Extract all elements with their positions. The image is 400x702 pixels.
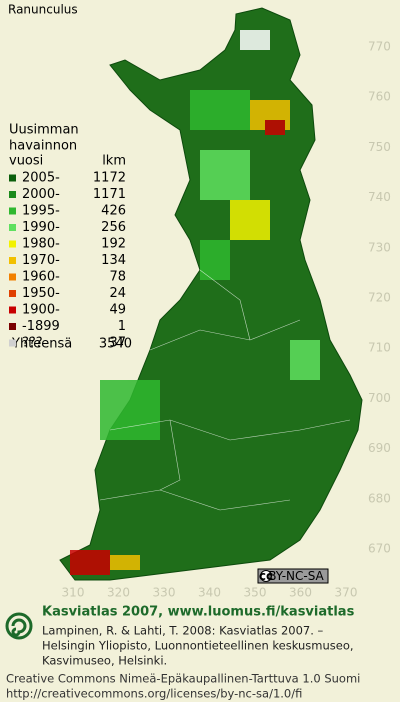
legend-label: 1900-: [22, 303, 60, 318]
legend-label: 2000-: [22, 187, 60, 202]
y-grid-label: 670: [368, 542, 391, 556]
license-text: Creative Commons Nimeä-Epäkaupallinen-Ta…: [6, 672, 360, 686]
y-grid-label: 760: [368, 90, 391, 104]
y-grid-label: 740: [368, 190, 391, 204]
legend-count: 1172: [93, 171, 126, 186]
legend-count: 134: [101, 253, 126, 268]
y-grid-label: 710: [368, 341, 391, 355]
x-grid-label: 330: [153, 586, 176, 600]
legend-swatch: [9, 191, 16, 198]
x-grid-label: 350: [244, 586, 267, 600]
legend-swatch: [9, 240, 16, 248]
legend-label: 1960-: [22, 270, 60, 285]
legend-label: 1995-: [22, 204, 60, 219]
y-grid-label: 730: [368, 240, 391, 254]
citation: Helsingin Yliopisto, Luonnontieteellinen…: [42, 639, 354, 653]
license-url: http://creativecommons.org/licenses/by-n…: [6, 687, 302, 701]
x-grid-label: 370: [335, 586, 358, 600]
legend-swatch: [9, 323, 16, 330]
x-grid-label: 340: [198, 586, 221, 600]
legend-label: 1950-: [22, 286, 60, 301]
citation: Lampinen, R. & Lahti, T. 2008: Kasviatla…: [42, 624, 324, 638]
license-badge: cc BY-NC-SA: [257, 568, 329, 584]
legend-swatch: [9, 257, 16, 264]
legend-heading: havainnon: [9, 139, 77, 154]
y-grid-label: 680: [368, 491, 391, 505]
legend-swatch: [9, 174, 16, 182]
citation: Kasvimuseo, Helsinki.: [42, 654, 167, 668]
legend-swatch: [9, 306, 16, 314]
site-title: Kasviatlas 2007, www.luomus.fi/kasviatla…: [42, 605, 355, 620]
legend-swatch: [9, 273, 16, 281]
y-grid-label: 750: [368, 140, 391, 154]
legend-label: 1980-: [22, 237, 60, 252]
x-grid-label: 310: [62, 586, 85, 600]
legend-count: 24: [109, 286, 126, 301]
legend-total-label: Yhteensä: [11, 337, 72, 352]
legend-label: ???: [22, 336, 43, 351]
legend-label: 2005-: [22, 171, 60, 186]
badge-cc: cc: [259, 569, 273, 583]
observation-patches: [70, 30, 320, 575]
legend-count: 192: [101, 237, 126, 252]
legend-column: lkm: [102, 154, 126, 169]
y-grid-label: 700: [368, 391, 391, 405]
legend-heading: Uusimman: [9, 123, 79, 138]
legend-swatch: [9, 339, 16, 347]
legend-count: 78: [109, 270, 126, 285]
legend-label: 1970-: [22, 253, 60, 268]
x-grid-label: 320: [107, 586, 130, 600]
legend-swatch: [9, 207, 16, 215]
badge-text: BY-NC-SA: [268, 569, 324, 583]
legend-count: 49: [109, 303, 126, 318]
legend-label: 1990-: [22, 220, 60, 235]
region-borders: [99, 269, 351, 511]
logo: [5, 612, 33, 640]
x-grid-label: 360: [289, 586, 312, 600]
map-title: Ranunculus: [8, 3, 78, 17]
finland-map: [59, 7, 363, 581]
legend-swatch: [9, 224, 16, 231]
legend-count: 426: [101, 204, 126, 219]
y-grid-label: 690: [368, 441, 391, 455]
legend-count: 1: [118, 319, 126, 334]
y-grid-label: 770: [368, 40, 391, 54]
legend-swatch: [9, 290, 16, 297]
y-grid-label: 720: [368, 291, 391, 305]
legend-total: 3540: [99, 337, 132, 352]
legend-count: 1171: [93, 187, 126, 202]
legend-count: 37: [109, 336, 126, 351]
legend-label: -1899: [22, 319, 60, 334]
legend: Uusimman havainnon vuosi lkm Yhteensä 35…: [9, 123, 132, 352]
legend-column: vuosi: [9, 154, 43, 169]
legend-count: 256: [101, 220, 126, 235]
